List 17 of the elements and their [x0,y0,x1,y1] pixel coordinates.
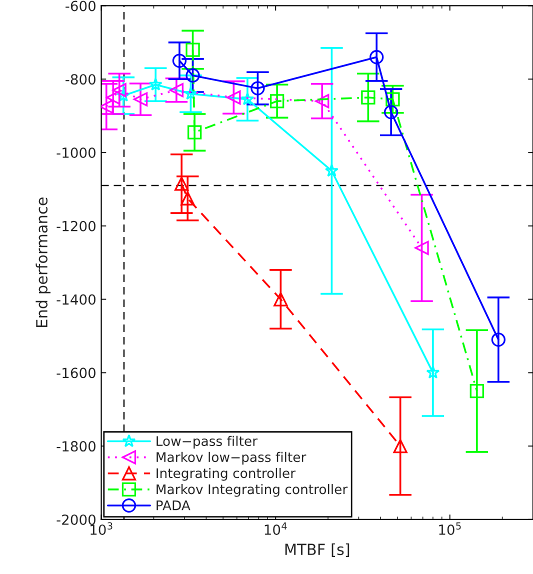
legend-label: Low−pass filter [156,436,258,449]
legend-label: Markov Integrating controller [156,484,348,497]
legend-label: PADA [156,500,190,510]
x-tick-label: 10$^{4}$ [264,522,287,535]
y-tick-label: -1800 [56,441,96,452]
y-tick-label: -1200 [56,220,96,232]
legend-label: Integrating controller [156,468,296,481]
y-tick-label: -1000 [56,147,96,158]
y-tick-label: -800 [66,74,96,85]
legend-label: Markov low−pass filter [156,452,306,465]
y-tick-label: -600 [66,0,96,12]
x-axis-title: MTBF [s] [285,543,350,557]
y-tick-label: -1600 [56,368,96,378]
y-tick-label: -2000 [56,514,96,525]
y-axis-title: End performance [36,198,50,327]
x-tick-label: 10$^{5}$ [439,522,461,535]
y-tick-label: -1400 [56,294,96,305]
